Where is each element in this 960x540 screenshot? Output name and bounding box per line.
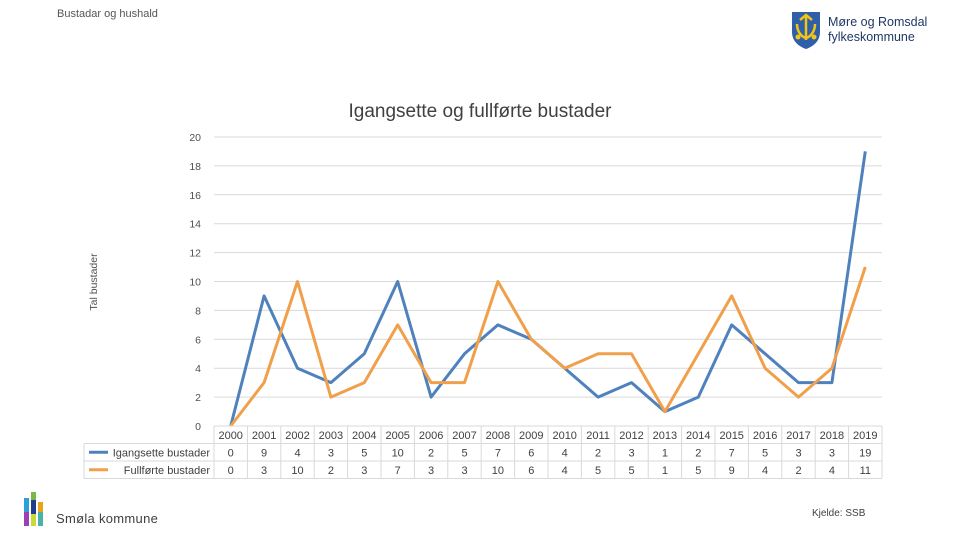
legend-entry: Fullførte bustader (124, 465, 211, 477)
data-label: 5 (628, 465, 634, 477)
data-label: 5 (361, 447, 367, 459)
y-tick-label: 20 (189, 132, 201, 144)
y-tick-label: 8 (195, 305, 201, 317)
data-label: 2 (595, 447, 601, 459)
data-label: 7 (729, 447, 735, 459)
x-tick-label: 2012 (619, 430, 643, 442)
y-tick-label: 12 (189, 248, 201, 260)
data-table: 2000 2001 2002 2003 2004 2005 2006 2007 2008 2009… (83, 425, 883, 479)
data-label: 3 (328, 447, 334, 459)
y-tick-label: 6 (195, 334, 201, 346)
county-logo: Møre og Romsdal fylkeskommune (790, 10, 927, 50)
data-label: 10 (291, 465, 303, 477)
data-label: 4 (762, 465, 768, 477)
data-label: 3 (428, 465, 434, 477)
x-tick-label: 2000 (218, 430, 242, 442)
x-tick-label: 2002 (285, 430, 309, 442)
data-label: 7 (495, 447, 501, 459)
y-tick-label: 2 (195, 392, 201, 404)
data-label: 3 (795, 447, 801, 459)
data-label: 5 (695, 465, 701, 477)
data-label: 2 (695, 447, 701, 459)
data-label: 3 (461, 465, 467, 477)
data-label: 6 (528, 447, 534, 459)
data-label: 4 (829, 465, 835, 477)
data-label: 0 (228, 465, 234, 477)
y-tick-label: 4 (195, 363, 201, 375)
logo-line1: Møre og Romsdal (828, 15, 928, 29)
data-label: 9 (729, 465, 735, 477)
y-tick-label: 16 (189, 190, 201, 202)
y-tick-label: 0 (195, 421, 201, 433)
data-label: 19 (859, 447, 871, 459)
data-label: 2 (428, 447, 434, 459)
x-tick-label: 2003 (319, 430, 343, 442)
x-tick-label: 2005 (385, 430, 409, 442)
x-tick-label: 2010 (552, 430, 576, 442)
x-tick-label: 2013 (653, 430, 677, 442)
x-tick-label: 2016 (753, 430, 777, 442)
data-label: 0 (228, 447, 234, 459)
data-label: 3 (261, 465, 267, 477)
x-tick-label: 2007 (452, 430, 476, 442)
data-label: 5 (461, 447, 467, 459)
data-label: 2 (328, 465, 334, 477)
x-tick-label: 2017 (786, 430, 810, 442)
data-label: 2 (795, 465, 801, 477)
data-label: 4 (562, 447, 568, 459)
y-axis-label: Tal bustader (88, 253, 100, 311)
chart-title: Igangsette og fullførte bustader (349, 101, 613, 122)
section-title: Bustadar og hushald (57, 8, 158, 20)
x-tick-label: 2001 (252, 430, 276, 442)
series-lines (229, 151, 867, 427)
x-tick-label: 2019 (853, 430, 877, 442)
y-tick-label: 14 (189, 219, 201, 231)
y-tick-label: 18 (189, 161, 201, 173)
data-label: 3 (361, 465, 367, 477)
data-label: 4 (294, 447, 300, 459)
data-label: 5 (595, 465, 601, 477)
x-tick-label: 2014 (686, 430, 710, 442)
data-label: 3 (829, 447, 835, 459)
x-tick-label: 2009 (519, 430, 543, 442)
legend-entry: Igangsette bustader (113, 447, 211, 459)
municipality-emblem-icon (24, 492, 43, 526)
x-tick-label: 2015 (719, 430, 743, 442)
logo-line2: fylkeskommune (828, 30, 915, 44)
x-tick-label: 2011 (586, 430, 610, 442)
data-label: 6 (528, 465, 534, 477)
source-label: Kjelde: SSB (812, 508, 866, 519)
data-label: 4 (562, 465, 568, 477)
municipality-logo: Smøla kommune (22, 492, 158, 528)
data-label: 1 (662, 447, 668, 459)
x-tick-label: 2008 (486, 430, 510, 442)
data-label: 11 (860, 465, 871, 477)
x-tick-label: 2004 (352, 430, 376, 442)
data-label: 9 (261, 447, 267, 459)
x-tick-label: 2018 (820, 430, 844, 442)
municipality-name: Smøla kommune (56, 511, 159, 526)
data-label: 10 (392, 447, 404, 459)
y-tick-labels: 0 2 4 6 8 10 12 14 16 18 20 (189, 132, 201, 433)
data-label: 1 (662, 465, 668, 477)
x-tick-label: 2006 (419, 430, 443, 442)
y-tick-label: 10 (189, 277, 201, 289)
coat-of-arms-icon (792, 12, 820, 49)
data-label: 3 (628, 447, 634, 459)
series-line-2 (229, 266, 867, 427)
data-label: 5 (762, 447, 768, 459)
data-label: 10 (492, 465, 504, 477)
data-label: 7 (395, 465, 401, 477)
